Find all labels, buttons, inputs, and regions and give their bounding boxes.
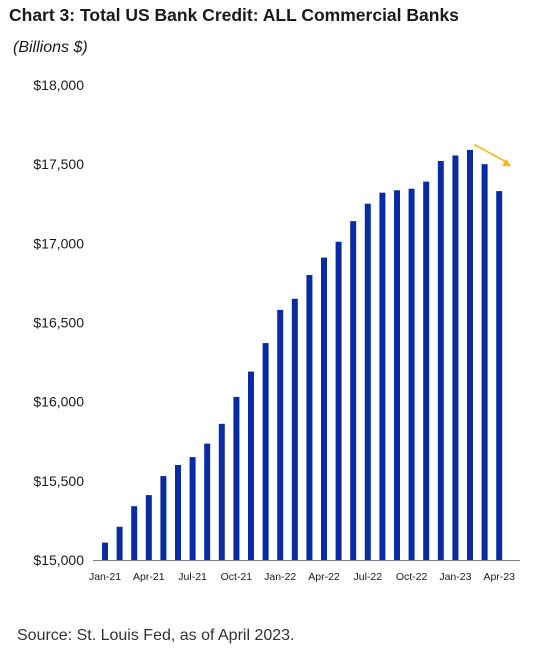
chart-subtitle: (Billions $) <box>13 39 88 56</box>
bar <box>291 298 298 560</box>
bar <box>175 465 181 560</box>
bar <box>233 396 240 560</box>
x-tick-label: Oct-21 <box>221 571 253 583</box>
bar <box>248 371 254 560</box>
bar <box>189 457 196 560</box>
y-axis: $15,000 $15,500 $16,000 $16,500 $17,000 $17,5… <box>33 77 84 568</box>
bar <box>423 181 430 561</box>
y-tick-label: $15,500 <box>33 473 84 489</box>
bar <box>364 203 371 560</box>
x-tick-label: Oct-22 <box>396 571 428 583</box>
bar <box>262 343 269 560</box>
bar <box>160 476 167 560</box>
bar <box>408 188 415 561</box>
y-tick-label: $16,500 <box>33 315 84 331</box>
bar-chart: $15,000 $15,500 $16,000 $16,500 $17,000 $17,5… <box>33 77 520 583</box>
chart-title: Chart 3: Total US Bank Credit: ALL Comme… <box>9 5 459 25</box>
bar <box>204 443 211 560</box>
x-tick-label: Apr-21 <box>133 571 165 583</box>
bars <box>102 149 503 561</box>
y-tick-label: $15,000 <box>33 552 84 568</box>
bar <box>116 526 123 560</box>
bar <box>218 423 225 560</box>
bar <box>437 161 444 560</box>
bar <box>452 155 459 561</box>
bar <box>335 241 342 560</box>
bar <box>131 506 138 560</box>
x-tick-label: Jan-22 <box>264 571 296 583</box>
bar <box>321 257 327 560</box>
bar <box>379 192 386 560</box>
trend-arrow-line <box>473 143 508 164</box>
y-tick-label: $16,000 <box>33 394 84 410</box>
y-tick-label: $17,000 <box>33 235 84 251</box>
x-tick-label: Jan-23 <box>439 571 471 583</box>
source-note: Source: St. Louis Fed, as of April 2023. <box>17 627 295 644</box>
annotations <box>473 143 512 167</box>
x-tick-label: Jan-21 <box>89 571 121 583</box>
bar <box>306 275 313 560</box>
bar <box>350 221 357 560</box>
x-tick-label: Apr-23 <box>483 571 515 583</box>
bar <box>277 309 284 560</box>
y-tick-label: $17,500 <box>33 156 84 172</box>
x-tick-label: Jul-21 <box>178 571 207 583</box>
bar <box>102 542 108 560</box>
bar <box>145 495 152 560</box>
y-tick-label: $18,000 <box>33 77 84 93</box>
bar <box>481 164 488 560</box>
x-axis: Jan-21 Apr-21 Jul-21 Oct-21 Jan-22 Apr-22 Jul-… <box>89 560 520 583</box>
bar <box>467 149 473 560</box>
x-tick-label: Jul-22 <box>353 571 382 583</box>
bar <box>496 191 503 561</box>
bar <box>394 190 400 560</box>
trend-arrow-head <box>502 158 512 167</box>
x-tick-label: Apr-22 <box>308 571 340 583</box>
